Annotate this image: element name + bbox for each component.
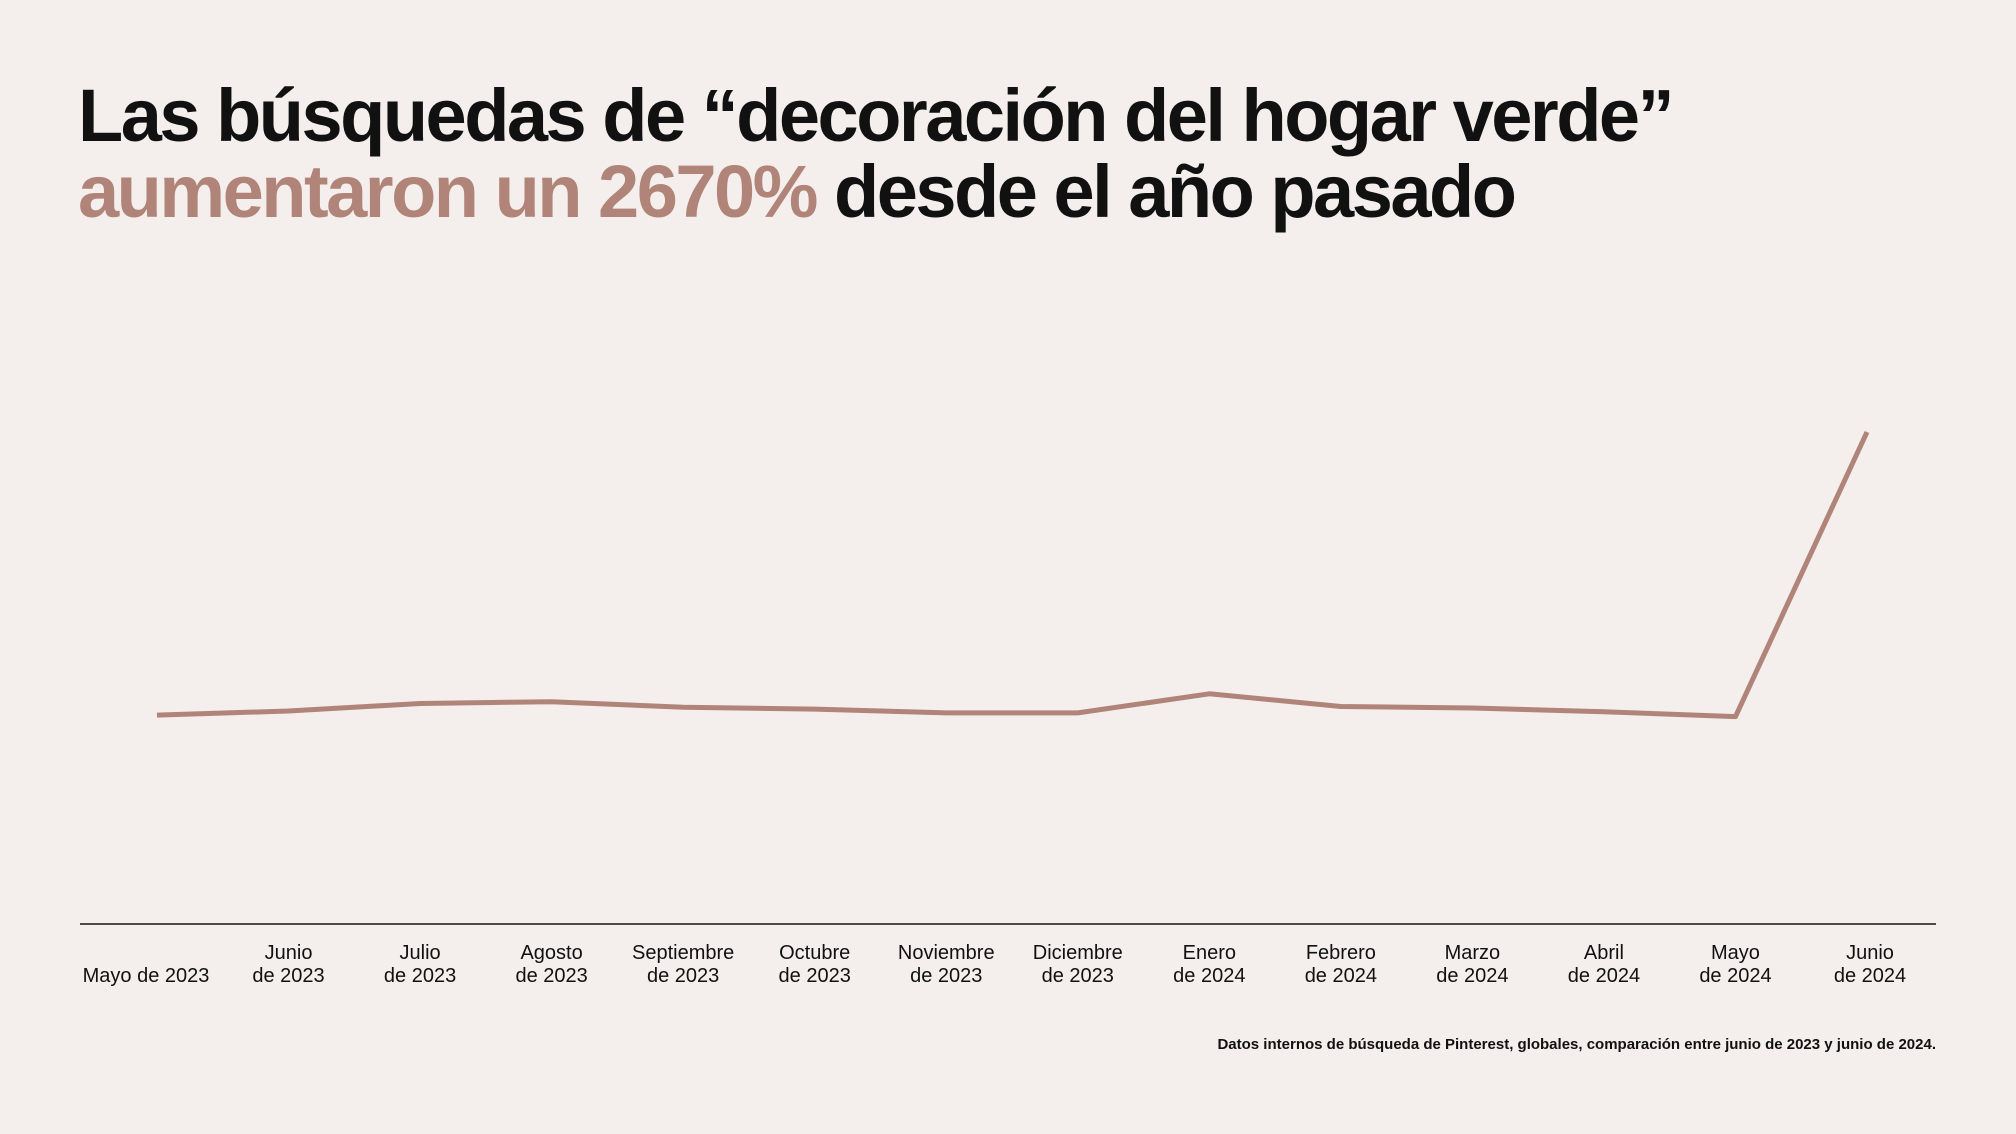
source-note: Datos internos de búsqueda de Pinterest,… xyxy=(1217,1036,1936,1053)
x-tick-label: Septiembre de 2023 xyxy=(632,942,734,987)
x-tick-label: Diciembre de 2023 xyxy=(1033,942,1123,987)
data-point-10 xyxy=(1470,706,1475,711)
x-tick-label: Julio de 2023 xyxy=(384,942,456,987)
x-tick-label: Agosto de 2023 xyxy=(515,942,587,987)
x-tick-label: Junio de 2024 xyxy=(1834,942,1906,987)
x-tick-label: Noviembre de 2023 xyxy=(898,942,995,987)
data-point-7 xyxy=(1075,710,1080,715)
data-point-13 xyxy=(1865,430,1870,435)
data-point-4 xyxy=(681,705,686,710)
x-tick-label: Mayo de 2023 xyxy=(83,965,210,987)
data-point-3 xyxy=(549,699,554,704)
data-point-0 xyxy=(155,713,160,718)
title-line-2-rest: desde el año pasado xyxy=(815,150,1517,233)
data-point-9 xyxy=(1338,704,1343,709)
title-line-2: aumentaron un 2670% desde el año pasado xyxy=(78,154,1938,230)
x-tick-label: Octubre de 2023 xyxy=(779,942,851,987)
x-tick-label: Abril de 2024 xyxy=(1568,942,1640,987)
chart-title: Las búsquedas de “decoración del hogar v… xyxy=(78,78,1938,230)
series-line-0 xyxy=(156,430,1870,720)
x-tick-label: Junio de 2023 xyxy=(252,942,324,987)
data-point-12 xyxy=(1733,714,1738,719)
title-line-1: Las búsquedas de “decoración del hogar v… xyxy=(78,74,1675,157)
data-point-5 xyxy=(812,707,817,712)
title-highlight: aumentaron un 2670% xyxy=(78,150,818,233)
data-point-6 xyxy=(944,710,949,715)
data-point-8 xyxy=(1207,691,1212,696)
x-tick-label: Mayo de 2024 xyxy=(1699,942,1771,987)
x-tick-label: Enero de 2024 xyxy=(1173,942,1245,987)
x-tick-label: Febrero de 2024 xyxy=(1305,942,1377,987)
data-point-1 xyxy=(286,709,291,714)
data-point-11 xyxy=(1601,709,1606,714)
data-point-2 xyxy=(418,701,423,706)
x-tick-label: Marzo de 2024 xyxy=(1436,942,1508,987)
